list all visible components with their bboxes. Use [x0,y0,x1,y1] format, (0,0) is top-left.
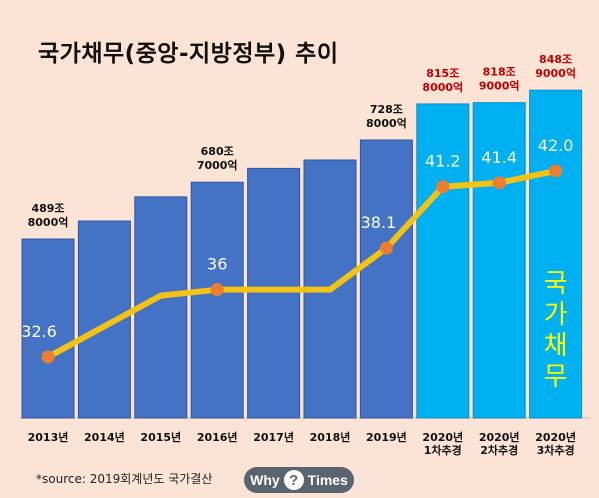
x-tick-label: 2020년 [479,430,520,444]
x-tick-label: 2013년 [28,430,69,444]
logo-text-why: Why [250,472,280,488]
x-tick-label: 3차추경 [537,443,575,457]
line-value-label: 41.2 [425,152,461,171]
bar-value-label: 848조 [539,53,572,66]
whytimes-logo: Why ? Times [244,467,354,493]
vertical-label-char: 채 [544,331,568,361]
x-tick-label: 2014년 [84,430,125,444]
line-value-label: 32.6 [21,322,57,341]
x-tick-label: 2차추경 [480,443,518,457]
bar-value-label: 7000억 [197,159,238,172]
bar [529,89,583,419]
line-value-label: 42.0 [538,136,574,155]
line-marker [41,350,55,364]
bar-value-label: 8000억 [366,117,407,130]
chart-title: 국가채무(중앙-지방정부) 추이 [38,41,339,67]
bar-value-label: 680조 [201,145,234,158]
bar [359,139,413,419]
line-marker [492,176,506,190]
logo-text-times: Times [307,472,348,488]
bar-value-label: 9000억 [479,80,520,93]
vertical-label-char: 국 [544,269,568,299]
bar-value-label: 489조 [31,202,64,215]
x-tick-label: 2020년 [535,430,576,444]
bar [190,181,244,419]
line-value-label: 41.4 [481,148,517,167]
series-line [45,167,559,360]
bar-value-label: 818조 [483,66,516,79]
x-tick-label: 2019년 [366,430,407,444]
bar-value-label: 8000억 [28,216,69,229]
line-value-label: 36 [207,255,227,274]
bar-value-label: 9000억 [535,67,576,80]
x-tick-label: 2016년 [197,430,238,444]
bar-value-label: 815조 [426,67,459,80]
line-value-label: 38.1 [361,213,397,232]
x-tick-label: 1차추경 [424,443,462,457]
source-note: *source: 2019회계년도 국가결산 [36,472,213,486]
bar [472,102,526,419]
bar [247,167,301,419]
bar-value-label: 728조 [370,103,403,116]
line-marker [210,283,224,297]
x-tick-label: 2018년 [310,430,351,444]
line-marker [549,164,563,178]
x-tick-label: 2015년 [140,430,181,444]
logo-question-mark: ? [283,470,304,490]
x-tick-label: 2017년 [253,430,294,444]
vertical-label-char: 무 [544,362,568,392]
bar [21,238,75,419]
vertical-label-char: 가 [544,300,568,330]
bar [416,103,470,419]
x-tick-label: 2020년 [422,430,463,444]
line-marker [436,180,450,194]
bar-value-label: 8000억 [422,81,463,94]
line-marker [379,241,393,255]
